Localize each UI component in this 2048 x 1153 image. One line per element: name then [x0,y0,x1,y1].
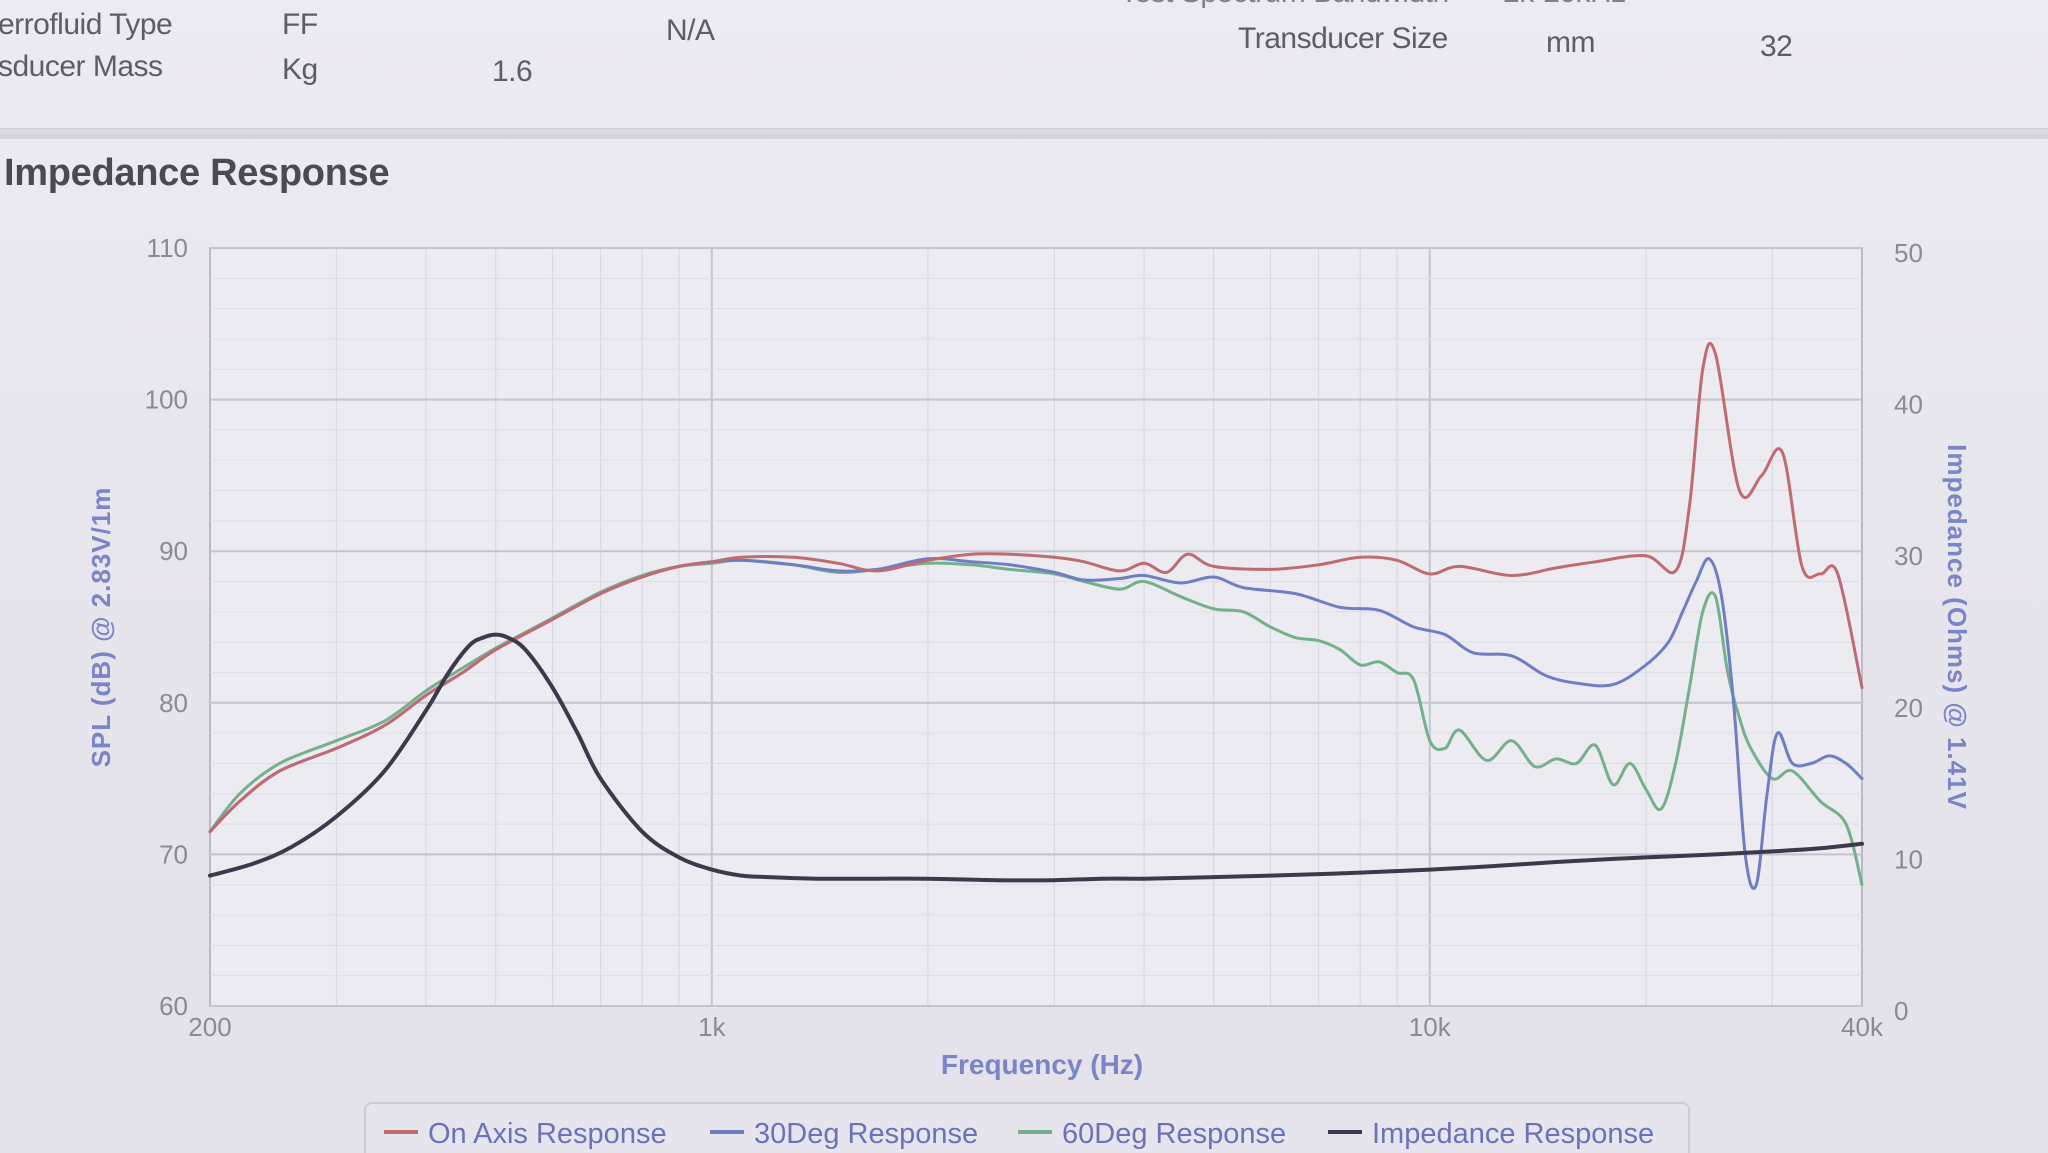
y-axis-label: SPL (dB) @ 2.83V/1m [86,487,116,768]
y-tick-label: 100 [145,385,188,415]
legend-swatch-on-axis [384,1130,418,1135]
y-tick-label: 70 [159,839,188,869]
x-tick-label: 1k [698,1012,726,1042]
spec-value-bandwidth: 2k-20kHz [1503,0,1626,9]
legend-label-on-axis: On Axis Response [428,1118,667,1150]
spec-value-mass: 1.6 [492,55,533,88]
legend-item-30deg: 30Deg Response [710,1118,978,1151]
y-tick-label: 90 [159,536,188,566]
spec-unit-ferrofluid: FF [282,8,318,41]
y2-tick-label: 40 [1894,390,1923,420]
spec-label-transducer-size: Transducer Size [1238,22,1448,55]
spec-row-clipped-top: Test Spectrum Bandwidth 2k-20kHz [1120,0,1680,10]
legend-label-30deg: 30Deg Response [754,1118,979,1150]
y2-tick-label: 20 [1894,693,1923,723]
grid-lines [210,247,1862,1007]
y-tick-label: 60 [159,991,188,1021]
series-line-on-axis [208,341,1864,834]
spec-label-mass: sducer Mass [0,50,163,83]
x-tick-label: 10k [1409,1012,1452,1042]
legend-item-impedance: Impedance Response [1328,1118,1654,1151]
series-line-impedance [208,632,1864,883]
legend-item-60deg: 60Deg Response [1018,1118,1286,1151]
y2-tick-label: 10 [1894,844,1923,874]
tick-labels: 60 70 80 90 100 110 0 10 20 30 40 50 200 1k 10k 40k [145,233,1923,1042]
spec-unit-mass: Kg [282,53,318,86]
section-title: Impedance Response [4,152,390,194]
y-tick-label: 80 [159,688,188,718]
x-tick-label: 200 [188,1012,231,1042]
plot-area [209,247,1863,1007]
spec-value-ferrofluid: N/A [666,14,715,47]
x-tick-label: 40k [1841,1012,1884,1042]
data-series [208,341,1864,890]
legend-swatch-60deg [1018,1130,1052,1135]
legend-label-impedance: Impedance Response [1372,1118,1655,1150]
section-divider [0,128,2048,139]
spec-label-ferrofluid: errofluid Type [0,8,173,41]
spec-value-transducer-size: 32 [1760,30,1793,63]
y2-tick-label: 30 [1894,541,1923,571]
y2-tick-label: 50 [1894,238,1923,268]
spec-unit-transducer-size: mm [1546,26,1595,59]
spec-table: Test Spectrum Bandwidth 2k-20kHz erroflu… [0,0,2048,130]
x-axis-label: Frequency (Hz) [941,1049,1143,1080]
y2-tick-label: 0 [1894,996,1908,1026]
legend-swatch-impedance [1328,1130,1362,1135]
legend-item-on-axis: On Axis Response [384,1118,667,1151]
y2-axis-label: Impedance (Ohms) @ 1.41V [1942,444,1972,810]
spec-label-bandwidth: Test Spectrum Bandwidth [1120,0,1449,9]
legend-label-60deg: 60Deg Response [1062,1118,1287,1150]
legend-swatch-30deg [710,1130,744,1135]
chart-legend: On Axis Response 30Deg Response 60Deg Re… [364,1102,1690,1153]
y-tick-label: 110 [147,233,188,263]
